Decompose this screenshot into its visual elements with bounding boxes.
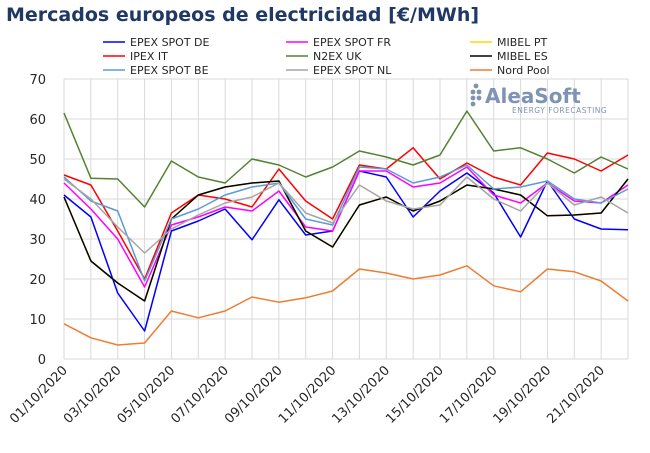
y-tick-label: 30 (29, 233, 46, 248)
legend-label: EPEX SPOT DE (130, 36, 210, 49)
series-line-epex-spot-be (63, 164, 629, 282)
series-line-nord-pool (63, 265, 629, 346)
series-line-epex-spot-nl (63, 176, 629, 254)
y-tick-label: 60 (29, 113, 46, 128)
logo-mark-icon (470, 83, 482, 107)
y-tick-label: 50 (29, 153, 46, 168)
legend-label: Nord Pool (497, 64, 550, 77)
x-axis-ticks: 01/10/202003/10/202005/10/202007/10/2020… (7, 363, 608, 427)
series-line-n2ex-uk (63, 110, 629, 208)
y-tick-label: 70 (29, 73, 46, 88)
legend: EPEX SPOT DE EPEX SPOT FR MIBEL PT IPEX IT N… (103, 36, 550, 77)
series-line-ipex-it (63, 147, 629, 280)
series-line-epex-spot-fr (63, 166, 629, 288)
y-tick-label: 0 (38, 353, 46, 368)
y-tick-label: 10 (29, 313, 46, 328)
x-tick-label: 21/10/2020 (544, 363, 608, 427)
series-lines (63, 110, 629, 346)
y-axis-ticks: 0 10 20 30 40 50 60 70 (29, 73, 46, 368)
legend-label: MIBEL ES (497, 50, 548, 63)
legend-label: IPEX IT (130, 50, 168, 63)
series-line-mibel-es (63, 178, 629, 302)
legend-label: EPEX SPOT NL (313, 64, 392, 77)
logo-name: AleaSoft (485, 84, 581, 108)
legend-label: EPEX SPOT BE (130, 64, 209, 77)
legend-label: MIBEL PT (497, 36, 547, 49)
logo-tagline: ENERGY FORECASTING (512, 106, 607, 115)
chart-title: Mercados europeos de electricidad [€/MWh… (6, 4, 480, 26)
legend-label: N2EX UK (313, 50, 362, 63)
aleasoft-logo: AleaSoft ENERGY FORECASTING (470, 83, 607, 115)
y-tick-label: 20 (29, 273, 46, 288)
legend-label: EPEX SPOT FR (313, 36, 391, 49)
y-tick-label: 40 (29, 193, 46, 208)
